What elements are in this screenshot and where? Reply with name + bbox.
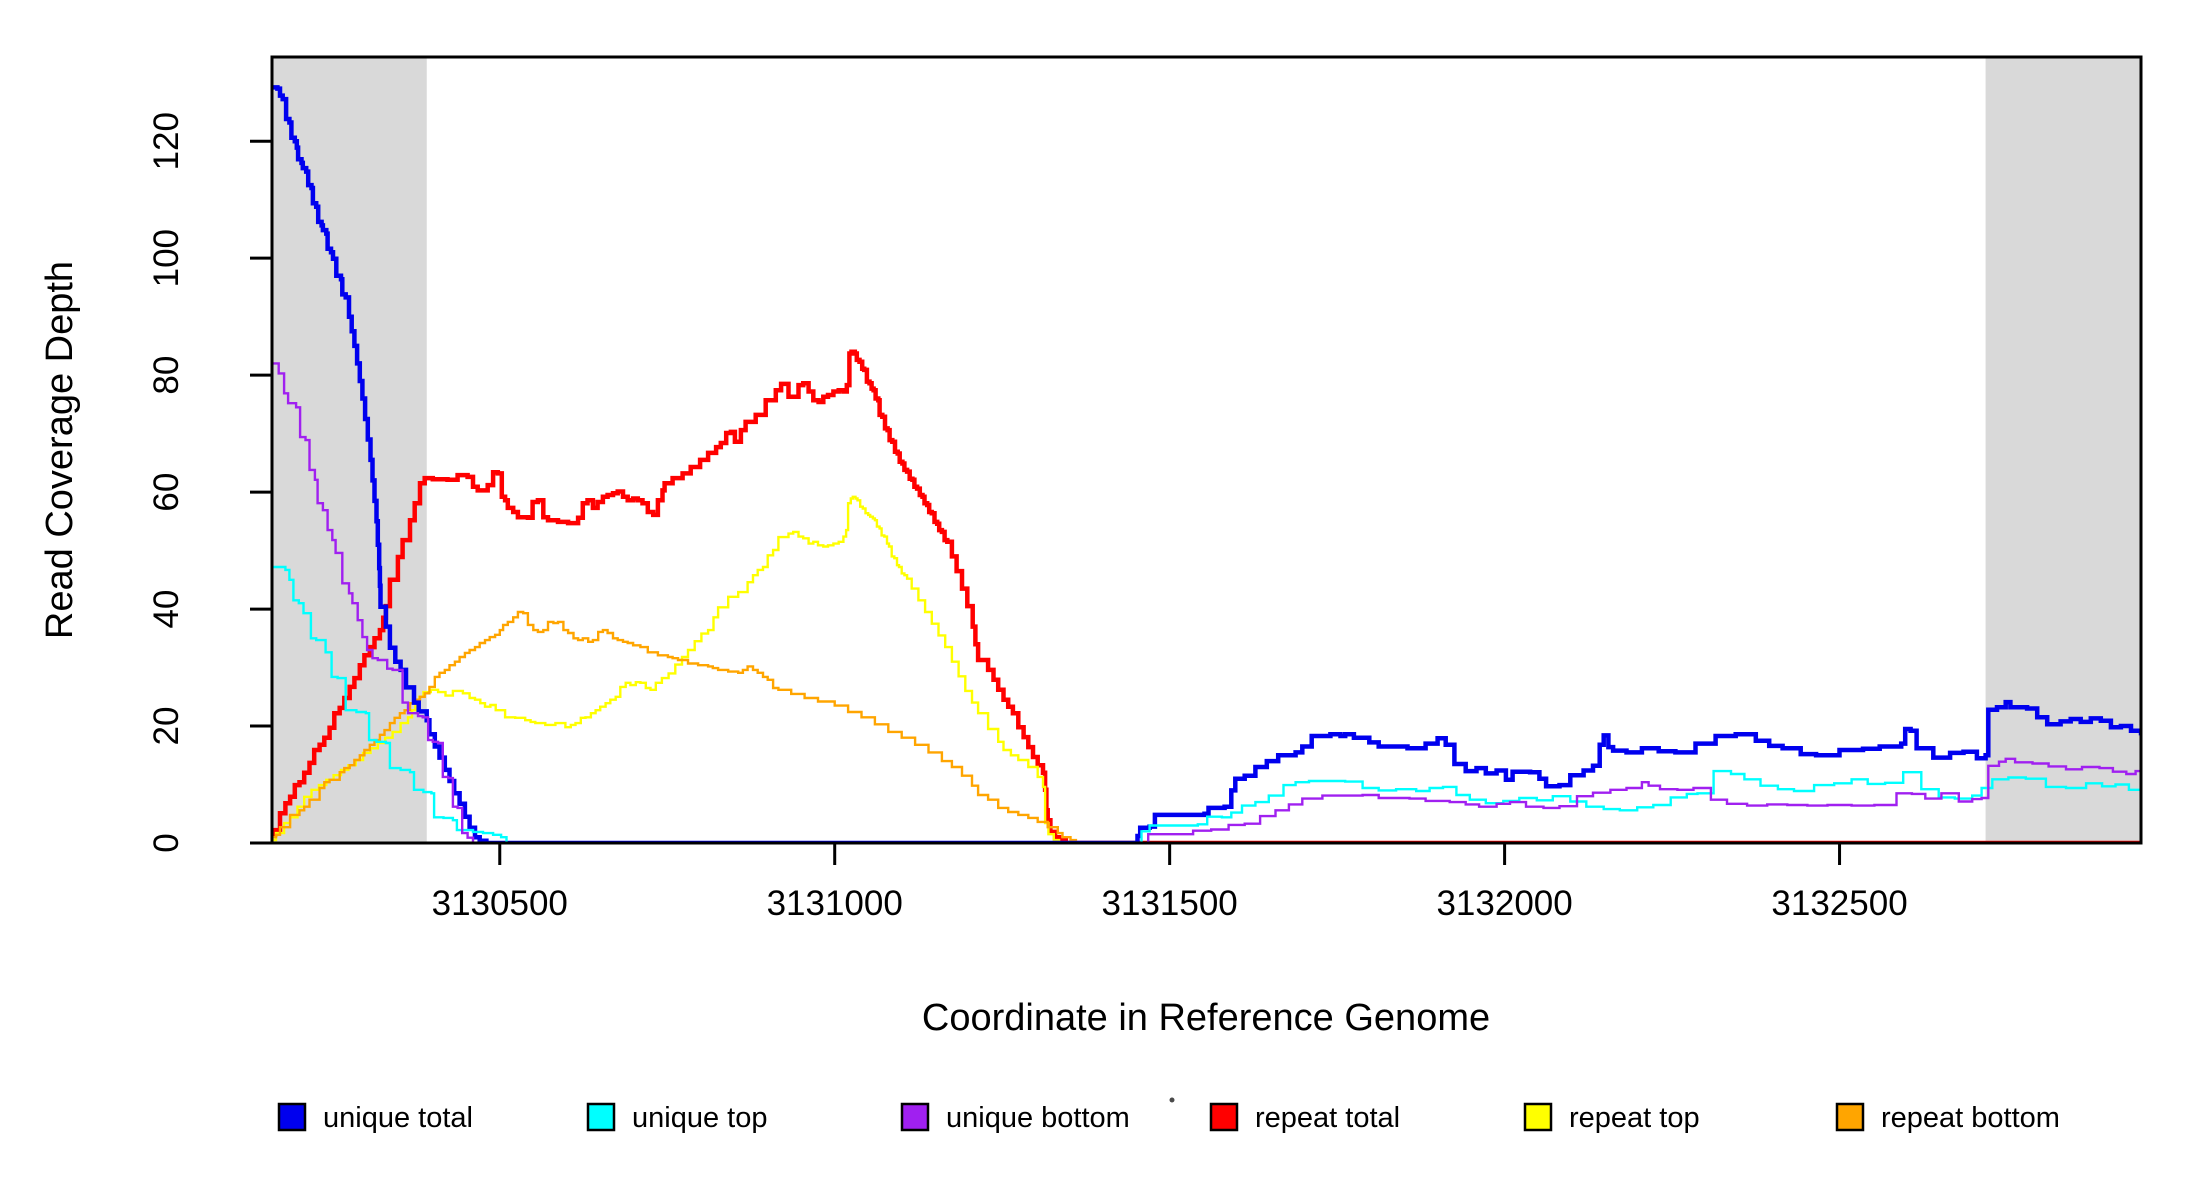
series-repeat-bottom (272, 610, 2141, 843)
y-tick-label: 100 (147, 229, 186, 287)
legend-label: repeat top (1569, 1102, 1700, 1134)
legend-label: unique bottom (946, 1102, 1130, 1134)
legend-label: repeat total (1255, 1102, 1400, 1134)
legend-swatch (1209, 1102, 1239, 1132)
plot-border (270, 55, 2143, 845)
legend-item: repeat total (1209, 1102, 1400, 1134)
shaded-regions (272, 57, 2141, 843)
y-tick-label: 80 (147, 356, 186, 395)
legend-swatch (900, 1102, 930, 1132)
y-tick-label: 0 (147, 833, 186, 852)
axes: 3130500 3131000 3131500 3132000 3132500 0 20 40… (147, 55, 2143, 923)
legend-item: unique total (277, 1102, 473, 1134)
shaded-region (272, 57, 427, 843)
shaded-region (1985, 57, 2141, 843)
x-axis-title: Coordinate in Reference Genome (922, 997, 1490, 1039)
legend-label: unique total (323, 1102, 473, 1134)
legend-swatch (1523, 1102, 1553, 1132)
y-tick-label: 120 (147, 112, 186, 170)
x-tick-label: 3130500 (432, 884, 568, 923)
legend-label: unique top (632, 1102, 767, 1134)
legend-item: repeat bottom (1835, 1102, 2060, 1134)
x-tick-label: 3132500 (1771, 884, 1907, 923)
x-tick-label: 3131500 (1102, 884, 1238, 923)
y-tick-label: 60 (147, 473, 186, 512)
y-axis-title: Read Coverage Depth (39, 261, 81, 639)
chart-legend: unique total unique top unique bottom repea… (277, 1102, 2060, 1134)
series-repeat-total (272, 349, 2141, 843)
legend-swatch (586, 1102, 616, 1132)
legend-item: repeat top (1523, 1102, 1700, 1134)
x-tick-label: 3132000 (1436, 884, 1572, 923)
series-unique-top (272, 565, 2141, 843)
series-unique-bottom (272, 362, 2141, 843)
series-unique-total (272, 85, 2141, 843)
stray-mark (1169, 1097, 1175, 1103)
legend-label: repeat bottom (1881, 1102, 2060, 1134)
series-repeat-top (272, 495, 2141, 843)
legend-swatch (277, 1102, 307, 1132)
y-tick-label: 20 (147, 707, 186, 746)
x-tick-label: 3131000 (767, 884, 903, 923)
legend-item: unique bottom (900, 1102, 1130, 1134)
legend-item: unique top (586, 1102, 767, 1134)
series-lines (272, 85, 2141, 843)
legend-swatch (1835, 1102, 1865, 1132)
y-tick-label: 40 (147, 590, 186, 629)
